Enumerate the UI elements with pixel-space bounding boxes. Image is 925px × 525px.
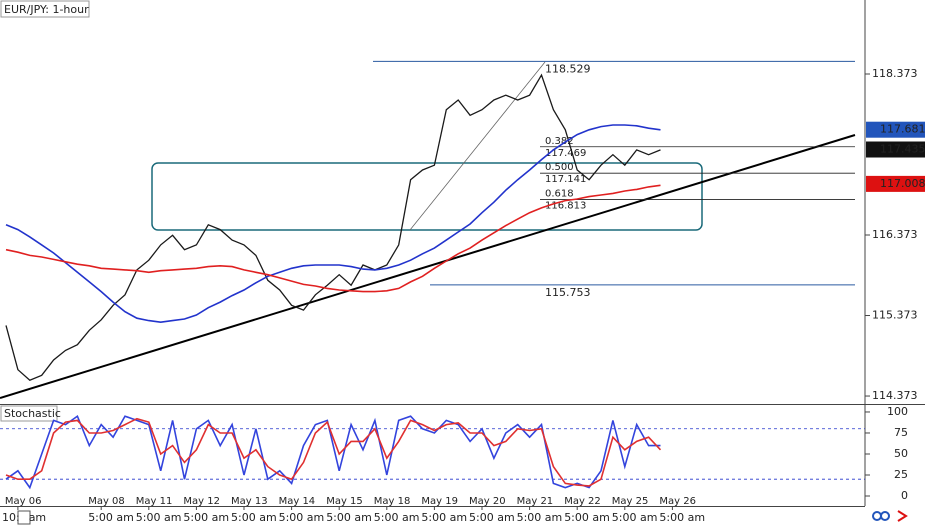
fib-ratio: 0.382: [545, 136, 574, 147]
x-tick-label: May 20: [469, 496, 506, 507]
panel-title: Stochastic: [4, 407, 61, 420]
y-tick-label: 116.373: [872, 228, 918, 241]
y-tick-label: 25: [894, 468, 908, 481]
x-time-label: 10:: [2, 511, 20, 524]
x-tick-label: May 06: [5, 496, 42, 507]
x-tick-label: May 13: [231, 496, 268, 507]
price-tag-label: 117.681: [880, 123, 925, 136]
price-tag: [866, 121, 925, 138]
level-label: 115.753: [545, 286, 591, 299]
trendline: [0, 134, 856, 399]
y-tick-label: 0: [901, 489, 908, 502]
price-tag: [866, 175, 925, 192]
fib-value: 116.813: [545, 201, 586, 212]
x-tick-label: May 25: [612, 496, 649, 507]
x-time-label: 5:00 am: [374, 511, 420, 524]
y-tick-label: 118.373: [872, 67, 918, 80]
series-line: [5, 417, 662, 487]
y-tick-label: 114.373: [872, 389, 918, 402]
series-line: [5, 124, 661, 324]
fib-value: 117.141: [545, 174, 586, 185]
price-tag-label: 117.435: [880, 143, 925, 156]
x-time-label: 5:00 am: [421, 511, 467, 524]
y-tick-label: 75: [894, 426, 908, 439]
price-tag-label: 117.008: [880, 177, 925, 190]
x-time-label: 5:00 am: [659, 511, 705, 524]
series-line: [5, 184, 661, 293]
x-tick-label: May 11: [136, 496, 173, 507]
arrow-icon[interactable]: [897, 510, 908, 522]
x-tick-label: May 22: [564, 496, 601, 507]
price-tag: [866, 141, 925, 158]
x-time-label: 5:00 am: [279, 511, 325, 524]
toolbar-icons[interactable]: [872, 510, 908, 522]
chart-title: EUR/JPY: 1-hour: [4, 3, 89, 16]
y-tick-label: 100: [887, 405, 908, 418]
x-time-label: 5:00 am: [564, 511, 610, 524]
link-icon[interactable]: [880, 511, 890, 521]
x-time-label: 5:00 am: [612, 511, 658, 524]
level-label: 118.529: [545, 62, 591, 75]
x-time-label: 5:00 am: [88, 511, 134, 524]
x-tick-label: May 15: [326, 496, 363, 507]
x-time-label: 5:00 am: [136, 511, 182, 524]
cursor-box: [17, 510, 31, 525]
series-line: [5, 414, 661, 490]
x-tick-label: May 19: [421, 496, 458, 507]
title-box: [0, 0, 90, 18]
x-tick-label: May 26: [659, 496, 696, 507]
fib-value: 117.469: [545, 148, 586, 159]
x-time-label: 5:00 am: [469, 511, 515, 524]
x-time-label: am: [29, 511, 46, 524]
x-tick-label: May 18: [374, 496, 411, 507]
x-tick-label: May 14: [279, 496, 316, 507]
x-time-label: 5:00 am: [517, 511, 563, 524]
x-tick-label: May 21: [517, 496, 554, 507]
x-time-label: 5:00 am: [326, 511, 372, 524]
x-tick-label: May 08: [88, 496, 125, 507]
fib-ratio: 0.500: [545, 162, 574, 173]
fib-ratio: 0.618: [545, 189, 574, 200]
y-tick-label: 50: [894, 447, 908, 460]
x-time-label: 5:00 am: [183, 511, 229, 524]
x-time-label: 5:00 am: [231, 511, 277, 524]
title-box: [0, 405, 58, 422]
x-tick-label: May 12: [183, 496, 220, 507]
fib-anchor-line: [409, 61, 546, 231]
range-box: [151, 162, 703, 231]
y-tick-label: 115.373: [872, 309, 918, 322]
